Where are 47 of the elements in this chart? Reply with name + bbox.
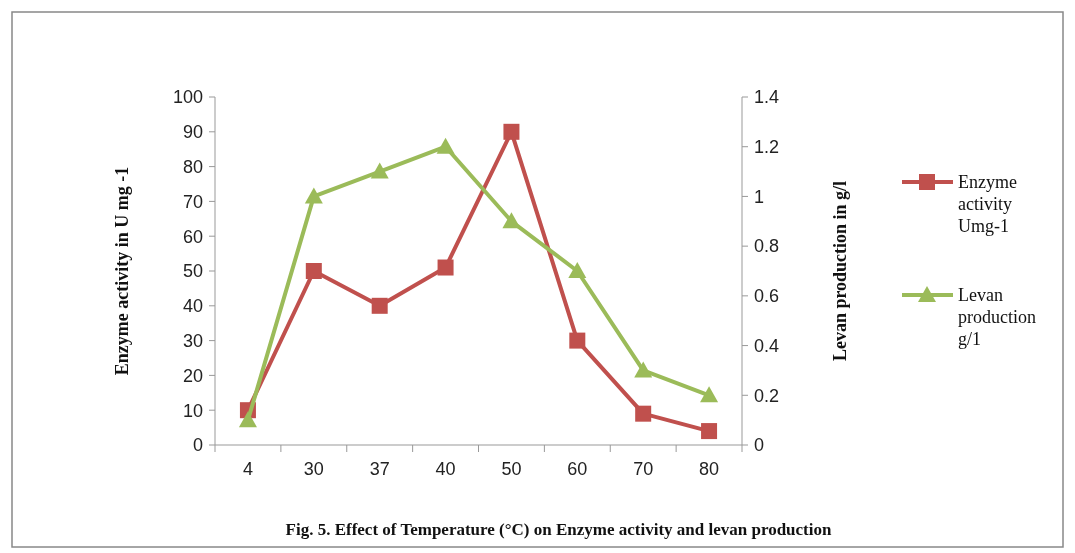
y2-axis-title: Levan production in g/l xyxy=(830,180,850,362)
point xyxy=(503,123,520,140)
y2-tick-label: 1 xyxy=(754,186,765,207)
y-tick-label: 40 xyxy=(182,296,203,317)
y2-tick-label: 0.8 xyxy=(754,236,780,257)
point xyxy=(700,386,719,403)
y-tick-label: 10 xyxy=(182,400,203,421)
y2-tick-label: 1.4 xyxy=(754,87,780,108)
point xyxy=(436,137,455,154)
point xyxy=(437,259,454,276)
point xyxy=(238,411,257,428)
x-tick-label: 4 xyxy=(242,459,253,479)
x-tick-label: 30 xyxy=(303,459,324,479)
y-axis-title: Enzyme activity in U mg -1 xyxy=(112,166,132,376)
y-tick-label: 90 xyxy=(182,122,203,143)
x-tick-label: 50 xyxy=(501,459,522,479)
legend-label: Levan production g/1 xyxy=(958,285,1036,349)
y-tick-label: 0 xyxy=(192,435,203,456)
y-tick-label: 20 xyxy=(182,365,203,386)
x-tick-label: 40 xyxy=(435,459,456,479)
y2-tick-label: 0.4 xyxy=(754,335,780,356)
x-tick-label: 37 xyxy=(369,459,390,479)
x-tick-label: 70 xyxy=(633,459,654,479)
point xyxy=(634,361,653,378)
point xyxy=(568,262,587,278)
point xyxy=(701,423,718,440)
legend-label: Enzyme activity Umg-1 xyxy=(958,172,1017,236)
y-tick-label: 70 xyxy=(182,191,203,212)
point xyxy=(569,332,586,349)
point xyxy=(305,263,322,279)
point xyxy=(370,162,389,179)
y-tick-label: 100 xyxy=(172,87,203,108)
y2-tick-label: 0 xyxy=(754,435,765,456)
y-tick-label: 60 xyxy=(182,226,203,247)
y2-tick-label: 1.2 xyxy=(754,137,780,158)
y2-tick-label: 0.2 xyxy=(754,385,780,406)
point xyxy=(502,212,521,229)
text: Fig. 5. Effect of Temperature (°C) on Enzyme activity and levan production xyxy=(285,520,832,539)
point xyxy=(635,405,652,422)
y-tick-label: 50 xyxy=(182,261,203,282)
y-tick-label: 30 xyxy=(182,330,203,351)
point xyxy=(304,187,323,204)
y2-tick-label: 0.6 xyxy=(754,286,780,307)
point xyxy=(371,297,388,314)
x-tick-label: 60 xyxy=(567,459,588,479)
y-tick-label: 80 xyxy=(182,156,203,177)
x-tick-label: 80 xyxy=(699,459,720,479)
